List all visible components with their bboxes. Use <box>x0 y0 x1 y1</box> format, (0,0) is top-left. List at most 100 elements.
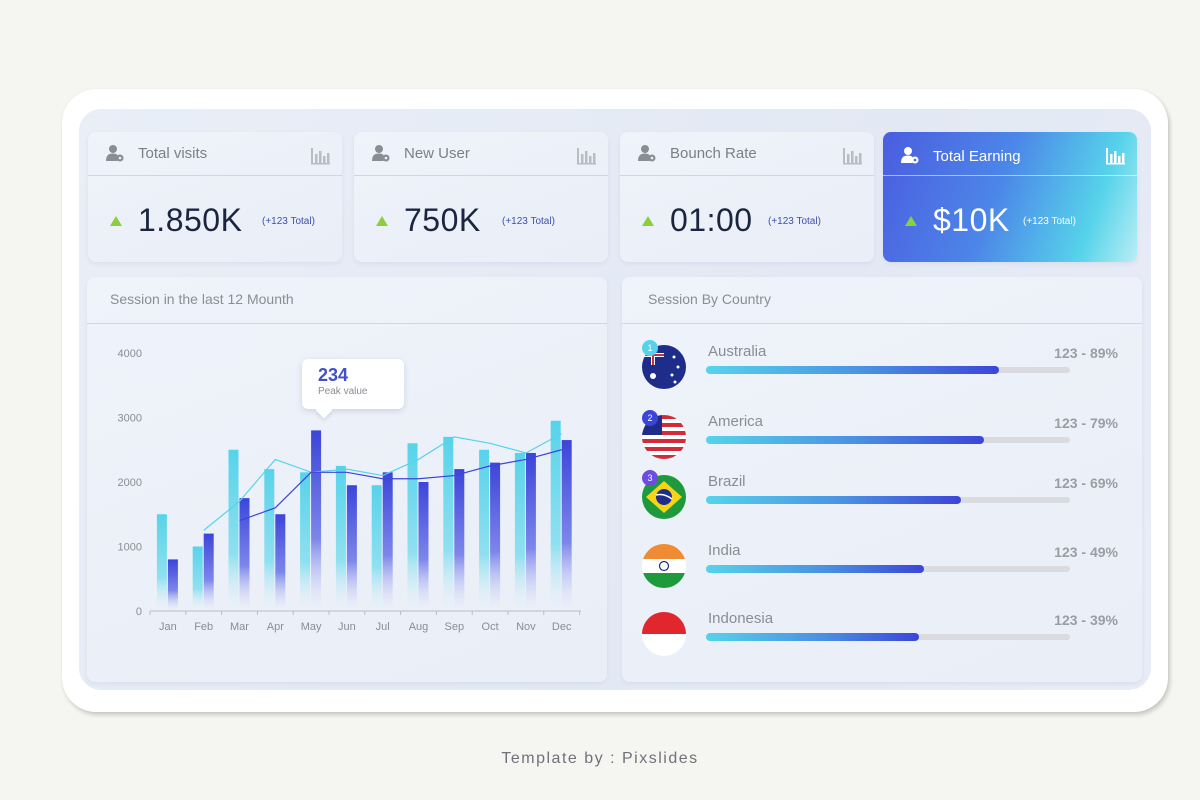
progress-track <box>706 496 1070 504</box>
bar-chart-icon <box>311 148 330 165</box>
panel-title: Session in the last 12 Mounth <box>110 291 294 307</box>
progress-fill <box>706 366 1000 374</box>
stat-card-header: New User <box>354 132 608 176</box>
stat-card-header: Total Earning <box>883 132 1137 176</box>
x-tick-label: Jan <box>159 621 177 633</box>
bar <box>525 452 536 611</box>
country-row-australia[interactable]: 1 Australia 123 - 89% <box>622 340 1142 405</box>
template-credit: Template by : Pixslides <box>501 750 699 767</box>
bar <box>192 546 203 611</box>
x-tick-label: May <box>301 621 322 633</box>
y-tick-label: 3000 <box>118 413 142 425</box>
stat-delta: (+123 Total) <box>502 216 555 227</box>
bar <box>311 430 322 611</box>
trend-up-icon <box>110 216 122 226</box>
progress-fill <box>706 496 961 504</box>
rank-badge: 2 <box>642 410 658 426</box>
divider <box>87 323 607 324</box>
divider <box>622 323 1142 324</box>
bar <box>418 482 429 611</box>
x-tick-label: Apr <box>267 621 284 633</box>
bar <box>407 443 418 611</box>
stat-card-bounce-rate[interactable]: Bounch Rate 01:00 (+123 Total) <box>620 132 874 262</box>
bar <box>561 440 572 611</box>
country-row-america[interactable]: 2 America 123 - 79% <box>622 410 1142 475</box>
y-tick-label: 4000 <box>118 348 142 360</box>
y-tick-label: 1000 <box>118 542 142 554</box>
bar <box>382 472 393 611</box>
country-row-brazil[interactable]: 3 Brazil 123 - 69% <box>622 470 1142 535</box>
stat-card-total-earning[interactable]: Total Earning $10K (+123 Total) <box>883 132 1137 262</box>
stat-title: Total Earning <box>933 148 1021 165</box>
x-tick-label: Nov <box>516 621 536 633</box>
trend-up-icon <box>642 216 654 226</box>
india-flag-icon <box>642 544 686 588</box>
progress-track <box>706 633 1070 641</box>
user-icon <box>638 145 656 162</box>
stat-value: 1.850K <box>138 202 243 238</box>
progress-fill <box>706 633 919 641</box>
indonesia-flag-icon <box>642 612 686 656</box>
bar <box>550 420 561 611</box>
bar <box>300 472 311 611</box>
bar <box>239 498 250 611</box>
country-name: America <box>708 413 764 430</box>
bar <box>443 436 454 611</box>
bar <box>264 469 275 611</box>
progress-track <box>706 565 1070 573</box>
panel-title: Session By Country <box>648 291 771 307</box>
bar <box>490 462 501 611</box>
bar <box>167 559 178 611</box>
x-tick-label: Jun <box>338 621 356 633</box>
session-by-country-panel: Session By Country 1 Australia 123 - 89% <box>622 277 1142 682</box>
country-name: Brazil <box>708 473 746 490</box>
trend-line <box>239 449 562 522</box>
rank-badge: 3 <box>642 470 658 486</box>
stat-title: Total visits <box>138 145 208 162</box>
y-tick-label: 2000 <box>118 477 142 489</box>
x-tick-label: Aug <box>409 621 429 633</box>
stat-card-new-user[interactable]: New User 750K (+123 Total) <box>354 132 608 262</box>
stat-title: New User <box>404 145 470 162</box>
progress-fill <box>706 436 985 444</box>
stat-value: 750K <box>404 202 481 238</box>
trend-line <box>203 433 562 531</box>
peak-tooltip: 234 Peak value <box>302 359 404 409</box>
country-value: 123 - 89% <box>1054 345 1118 361</box>
tooltip-value: 234 <box>318 365 349 385</box>
rank-badge: 1 <box>642 340 658 356</box>
progress-track <box>706 436 1070 444</box>
progress-track <box>706 366 1070 374</box>
bar <box>454 469 465 611</box>
x-tick-label: Jul <box>376 621 390 633</box>
x-tick-label: Feb <box>194 621 213 633</box>
x-tick-label: Oct <box>482 621 499 633</box>
stat-card-header: Total visits <box>88 132 342 176</box>
stat-card-header: Bounch Rate <box>620 132 874 176</box>
country-value: 123 - 39% <box>1054 612 1118 628</box>
trend-up-icon <box>376 216 388 226</box>
stat-card-total-visits[interactable]: Total visits 1.850K (+123 Total) <box>88 132 342 262</box>
x-tick-label: Mar <box>230 621 249 633</box>
country-name: Indonesia <box>708 610 774 627</box>
bar-chart-icon <box>1106 148 1125 165</box>
country-row-indonesia[interactable]: Indonesia 123 - 39% <box>622 610 1142 672</box>
country-row-india[interactable]: India 123 - 49% <box>622 542 1142 604</box>
stat-value: $10K <box>933 202 1010 238</box>
dashboard-frame: Total visits 1.850K (+123 Total) New Use… <box>62 89 1168 712</box>
session-bar-chart: 0 1000 2000 3000 4000 Jan Feb Mar Apr May Jun Jul A… <box>118 348 581 633</box>
country-name: India <box>708 542 741 559</box>
bar <box>335 465 346 611</box>
bar-chart-icon <box>843 148 862 165</box>
stat-value: 01:00 <box>670 202 753 238</box>
bar-chart-icon <box>577 148 596 165</box>
bar <box>228 449 239 611</box>
bar <box>156 514 167 611</box>
bar <box>275 514 286 611</box>
y-tick-label: 0 <box>136 606 142 618</box>
bar <box>203 533 214 611</box>
user-icon <box>372 145 390 162</box>
progress-fill <box>706 565 925 573</box>
stat-title: Bounch Rate <box>670 145 757 162</box>
bar <box>479 449 490 611</box>
